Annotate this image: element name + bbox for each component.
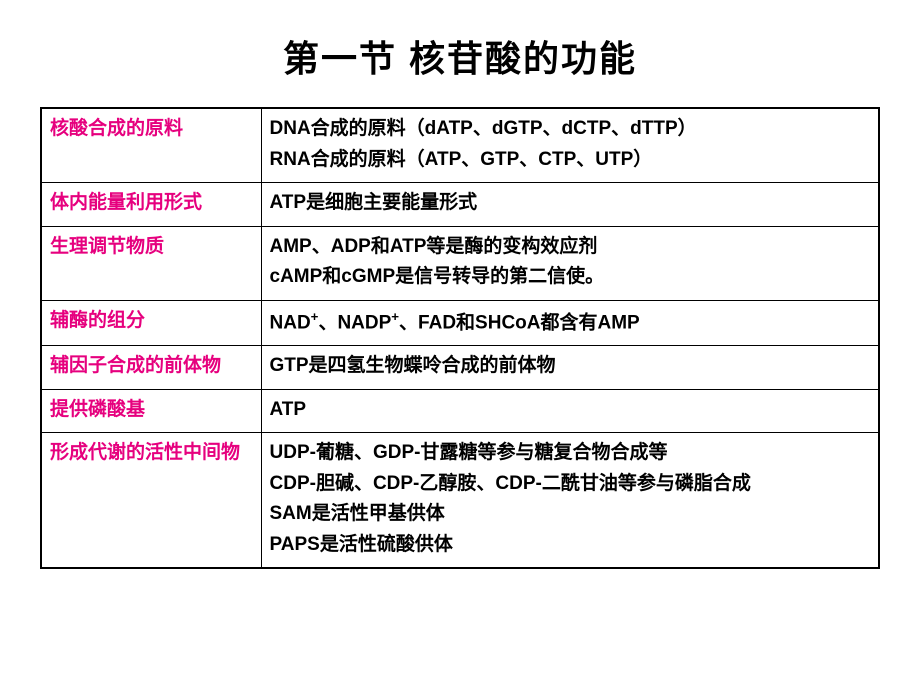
row-label: 辅因子合成的前体物 xyxy=(41,346,261,390)
content-line: cAMP和cGMP是信号转导的第二信使。 xyxy=(270,263,871,292)
row-label: 生理调节物质 xyxy=(41,226,261,300)
content-line: ATP是细胞主要能量形式 xyxy=(270,189,871,218)
row-label: 形成代谢的活性中间物 xyxy=(41,433,261,569)
table-row: 核酸合成的原料DNA合成的原料（dATP、dGTP、dCTP、dTTP）RNA合… xyxy=(41,108,879,183)
content-line: GTP是四氢生物蝶呤合成的前体物 xyxy=(270,352,871,381)
functions-table: 核酸合成的原料DNA合成的原料（dATP、dGTP、dCTP、dTTP）RNA合… xyxy=(40,107,880,569)
content-line: UDP-葡糖、GDP-甘露糖等参与糖复合物合成等 xyxy=(270,439,871,468)
row-label: 体内能量利用形式 xyxy=(41,183,261,227)
content-line: RNA合成的原料（ATP、GTP、CTP、UTP） xyxy=(270,146,871,175)
row-content: DNA合成的原料（dATP、dGTP、dCTP、dTTP）RNA合成的原料（AT… xyxy=(261,108,879,183)
table-row: 辅酶的组分 NAD+、NADP+、FAD和SHCoA都含有AMP xyxy=(41,300,879,346)
functions-table-body: 核酸合成的原料DNA合成的原料（dATP、dGTP、dCTP、dTTP）RNA合… xyxy=(41,108,879,568)
page-title: 第一节 核苷酸的功能 xyxy=(40,30,880,82)
table-row: 体内能量利用形式 ATP是细胞主要能量形式 xyxy=(41,183,879,227)
row-label: 核酸合成的原料 xyxy=(41,108,261,183)
table-row: 生理调节物质AMP、ADP和ATP等是酶的变构效应剂cAMP和cGMP是信号转导… xyxy=(41,226,879,300)
row-content: NAD+、NADP+、FAD和SHCoA都含有AMP xyxy=(261,300,879,346)
row-content: GTP是四氢生物蝶呤合成的前体物 xyxy=(261,346,879,390)
table-row: 辅因子合成的前体物 GTP是四氢生物蝶呤合成的前体物 xyxy=(41,346,879,390)
row-content: ATP xyxy=(261,389,879,433)
row-content: UDP-葡糖、GDP-甘露糖等参与糖复合物合成等CDP-胆碱、CDP-乙醇胺、C… xyxy=(261,433,879,569)
row-label: 提供磷酸基 xyxy=(41,389,261,433)
content-line: PAPS是活性硫酸供体 xyxy=(270,531,871,560)
content-line: SAM是活性甲基供体 xyxy=(270,500,871,529)
table-row: 形成代谢的活性中间物UDP-葡糖、GDP-甘露糖等参与糖复合物合成等CDP-胆碱… xyxy=(41,433,879,569)
row-content: ATP是细胞主要能量形式 xyxy=(261,183,879,227)
content-line: ATP xyxy=(270,396,871,425)
content-line: NAD+、NADP+、FAD和SHCoA都含有AMP xyxy=(270,307,871,338)
row-label: 辅酶的组分 xyxy=(41,300,261,346)
table-row: 提供磷酸基 ATP xyxy=(41,389,879,433)
row-content: AMP、ADP和ATP等是酶的变构效应剂cAMP和cGMP是信号转导的第二信使。 xyxy=(261,226,879,300)
content-line: DNA合成的原料（dATP、dGTP、dCTP、dTTP） xyxy=(270,115,871,144)
content-line: AMP、ADP和ATP等是酶的变构效应剂 xyxy=(270,233,871,262)
content-line: CDP-胆碱、CDP-乙醇胺、CDP-二酰甘油等参与磷脂合成 xyxy=(270,470,871,499)
